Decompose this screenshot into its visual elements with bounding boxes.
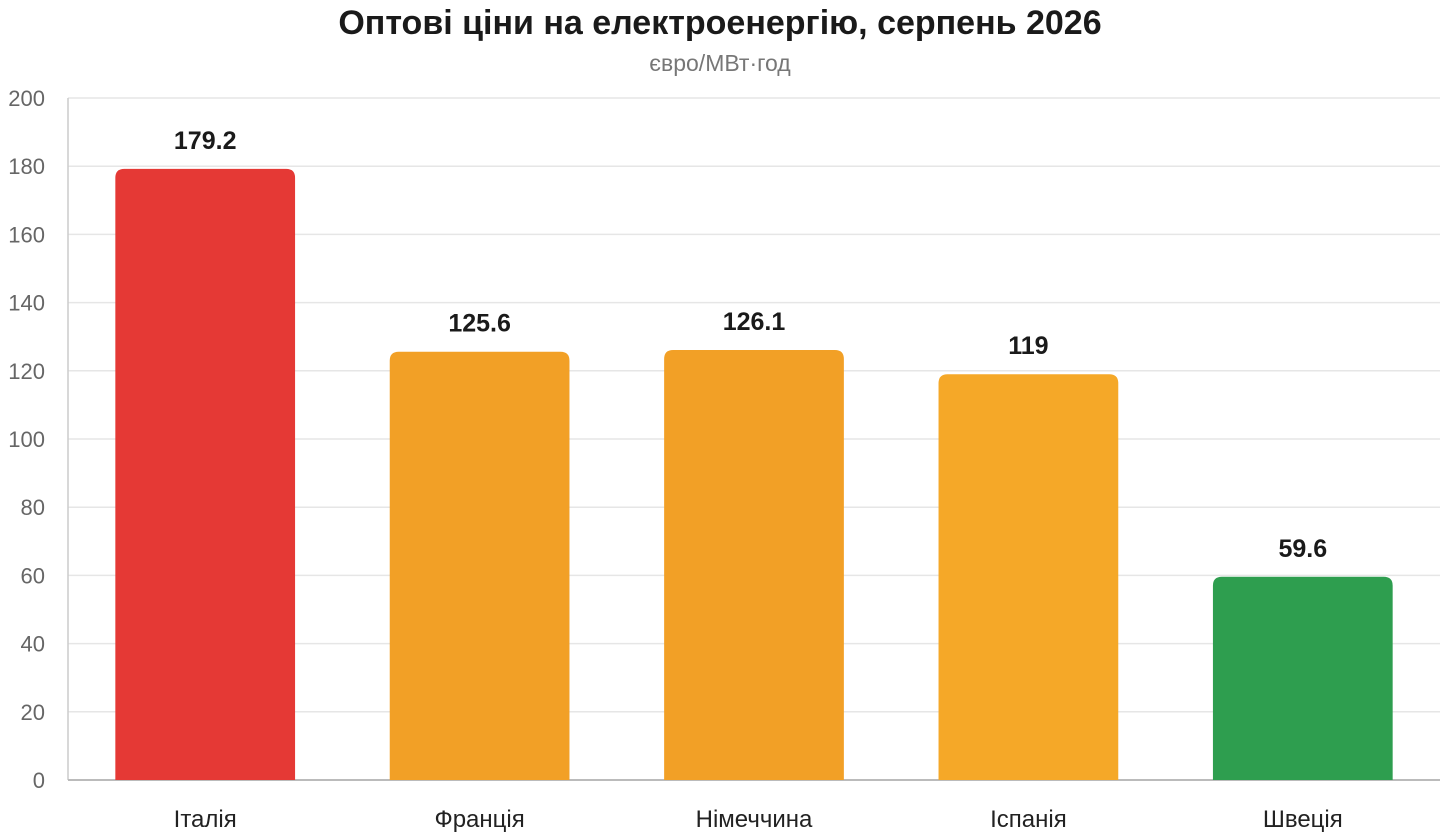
- y-tick-label: 80: [21, 495, 45, 520]
- axes: 0 20 40 60 80 100 120 140 160 180 200: [8, 86, 1440, 793]
- bar: [115, 168, 296, 781]
- bars: [115, 168, 1393, 781]
- bar-value-label: 126.1: [723, 308, 786, 336]
- labels: 179.2 Італія 125.6 Франція 126.1 Німеччина 119…: [174, 127, 1343, 833]
- y-tick-label: 120: [8, 359, 45, 384]
- y-tick-label: 100: [8, 427, 45, 452]
- x-category-label: Іспанія: [990, 806, 1067, 833]
- y-tick-label: 160: [8, 222, 45, 247]
- y-tick-label: 180: [8, 154, 45, 179]
- chart-subtitle: євро/МВт·год: [649, 50, 791, 76]
- bar-value-label: 125.6: [448, 310, 511, 338]
- x-category-label: Німеччина: [696, 806, 813, 833]
- y-tick-label: 40: [21, 632, 45, 657]
- x-category-label: Італія: [174, 806, 237, 833]
- y-tick-label: 200: [8, 86, 45, 111]
- bar-value-label: 179.2: [174, 127, 237, 155]
- y-tick-label: 0: [33, 768, 45, 793]
- x-category-label: Франція: [434, 806, 524, 833]
- bar-value-label: 59.6: [1278, 535, 1327, 563]
- bar: [389, 351, 570, 780]
- x-category-label: Швеція: [1263, 806, 1343, 833]
- bar: [938, 374, 1119, 780]
- y-tick-label: 20: [21, 700, 45, 725]
- bar: [1212, 576, 1393, 780]
- bar-value-label: 119: [1008, 332, 1048, 360]
- bar: [664, 349, 844, 780]
- chart-title: Оптові ціни на електроенергію, серпень 2…: [338, 4, 1102, 42]
- y-tick-label: 140: [8, 291, 45, 316]
- y-tick-label: 60: [21, 563, 45, 588]
